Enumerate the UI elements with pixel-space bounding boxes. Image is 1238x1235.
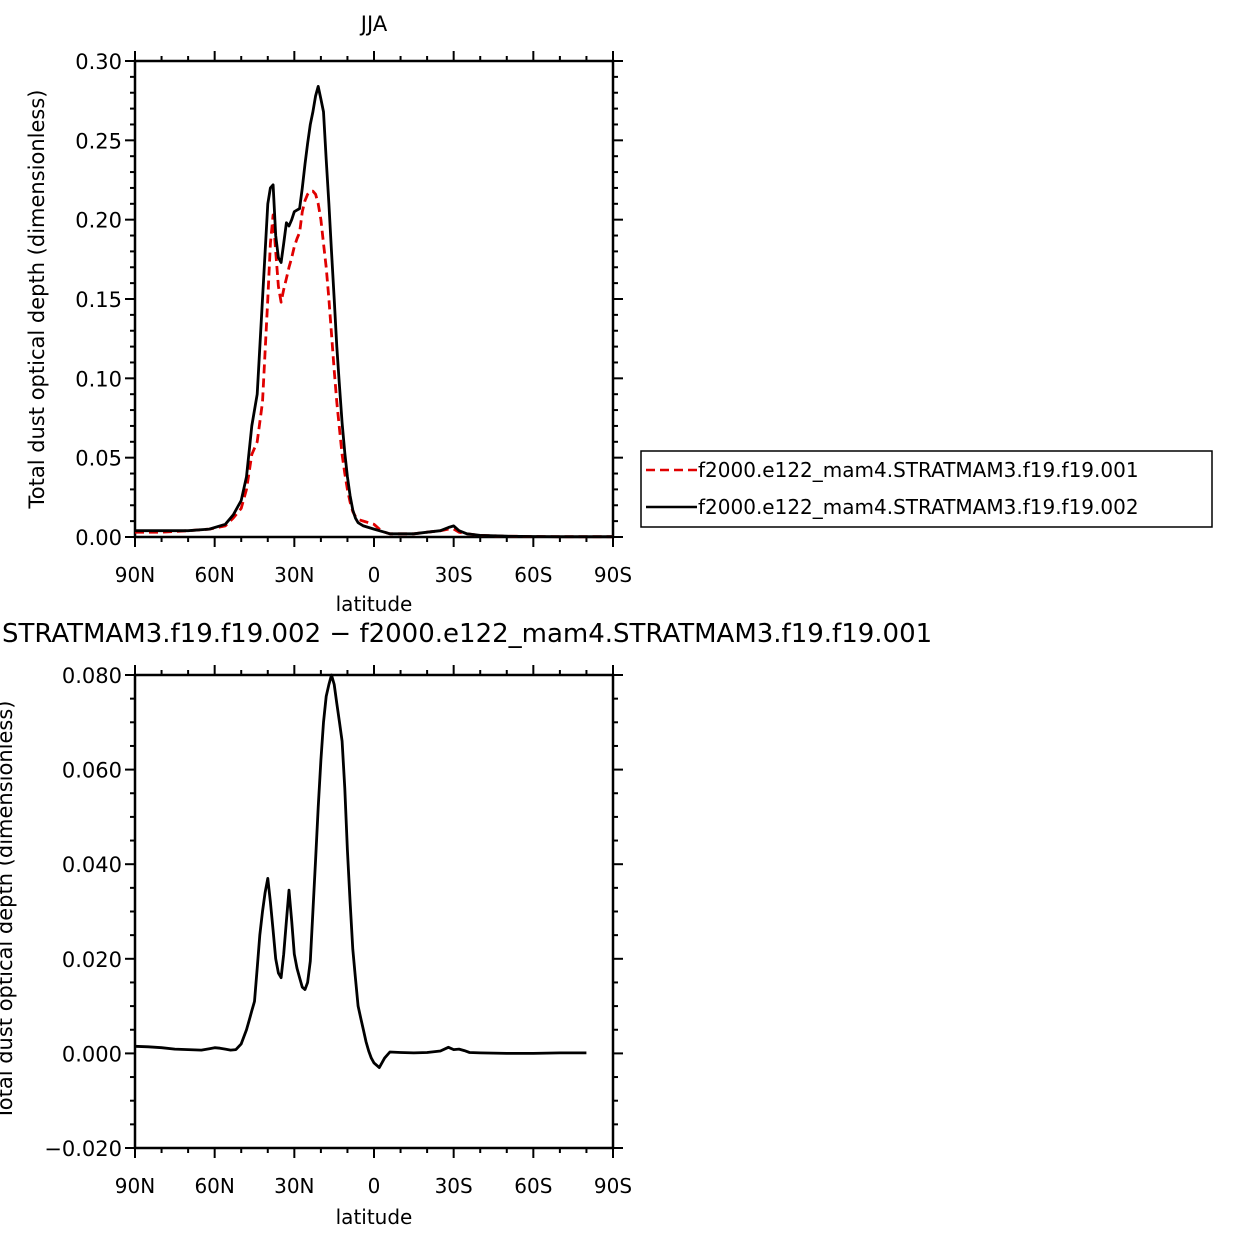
x-tick-labels-difference: 90N 60N 30N 0 30S 60S 90S — [115, 1174, 632, 1198]
series-lines — [135, 85, 613, 539]
x-tick-label: 60N — [194, 1174, 234, 1198]
x-tick-label: 90S — [594, 563, 632, 587]
plot-frame-difference — [133, 673, 615, 1150]
series-line-1 — [134, 673, 587, 1069]
x-tick-label: 30S — [435, 1174, 473, 1198]
x-tick-label: 30S — [435, 563, 473, 587]
y-tick-label: 0.30 — [75, 50, 122, 74]
y-tick-labels: 0.00 0.05 0.10 0.15 0.20 0.25 0.30 — [75, 50, 122, 550]
series-line-1 — [135, 189, 613, 539]
y-axis-label: Total dust optical depth (dimensionless) — [25, 90, 49, 510]
y-tick-label: 0.020 — [62, 948, 122, 972]
x-tick-label: 90N — [115, 1174, 155, 1198]
y-tick-label: 0.15 — [75, 288, 122, 312]
series-line-2 — [135, 85, 613, 539]
y-tick-label: −0.020 — [44, 1137, 122, 1161]
x-tick-label: 60S — [514, 563, 552, 587]
top-panel: JJA 90N 60N 30N 0 30S 60S 90S 0.00 0.05 0.10 0.15… — [25, 12, 1213, 616]
legend-label-series-2: f2000.e122_mam4.STRATMAM3.f19.f19.002 — [698, 495, 1139, 519]
legend-label-series-1: f2000.e122_mam4.STRATMAM3.f19.f19.001 — [698, 458, 1139, 482]
y-tick-label: 0.060 — [62, 759, 122, 783]
legend-box — [640, 450, 1213, 528]
y-tick-labels-difference: −0.020 0.000 0.020 0.040 0.060 0.080 — [44, 664, 122, 1161]
y-tick-label: 0.20 — [75, 209, 122, 233]
x-tick-label: 90N — [115, 563, 155, 587]
x-tick-label: 30N — [274, 563, 314, 587]
y-tick-label: 0.25 — [75, 129, 122, 153]
chart-title: JJA — [359, 12, 388, 36]
y-tick-label: 0.080 — [62, 664, 122, 688]
x-tick-label: 60S — [514, 1174, 552, 1198]
y-tick-label: 0.05 — [75, 447, 122, 471]
x-axis-label: latitude — [336, 592, 413, 616]
x-axis-label-difference: latitude — [336, 1205, 413, 1229]
x-tick-label: 0 — [368, 1174, 381, 1198]
series-lines-difference — [134, 673, 587, 1069]
x-tick-label: 90S — [594, 1174, 632, 1198]
y-tick-label: 0.000 — [62, 1042, 122, 1066]
tick-marks-difference — [125, 665, 623, 1158]
y-tick-label: 0.10 — [75, 367, 122, 391]
bottom-panel: STRATMAM3.f19.f19.002 − f2000.e122_mam4.… — [0, 619, 932, 1229]
plot-frame — [133, 59, 615, 539]
y-axis-label-difference: Total dust optical depth (dimensionless) — [0, 701, 17, 1121]
legend: f2000.e122_mam4.STRATMAM3.f19.f19.001 f2… — [640, 450, 1213, 528]
x-tick-labels: 90N 60N 30N 0 30S 60S 90S — [115, 563, 632, 587]
y-tick-label: 0.040 — [62, 853, 122, 877]
y-tick-label: 0.00 — [75, 526, 122, 550]
x-tick-label: 60N — [194, 563, 234, 587]
x-tick-label: 0 — [368, 563, 381, 587]
x-tick-label: 30N — [274, 1174, 314, 1198]
chart-title-difference: STRATMAM3.f19.f19.002 − f2000.e122_mam4.… — [2, 619, 932, 649]
tick-marks — [125, 51, 623, 547]
